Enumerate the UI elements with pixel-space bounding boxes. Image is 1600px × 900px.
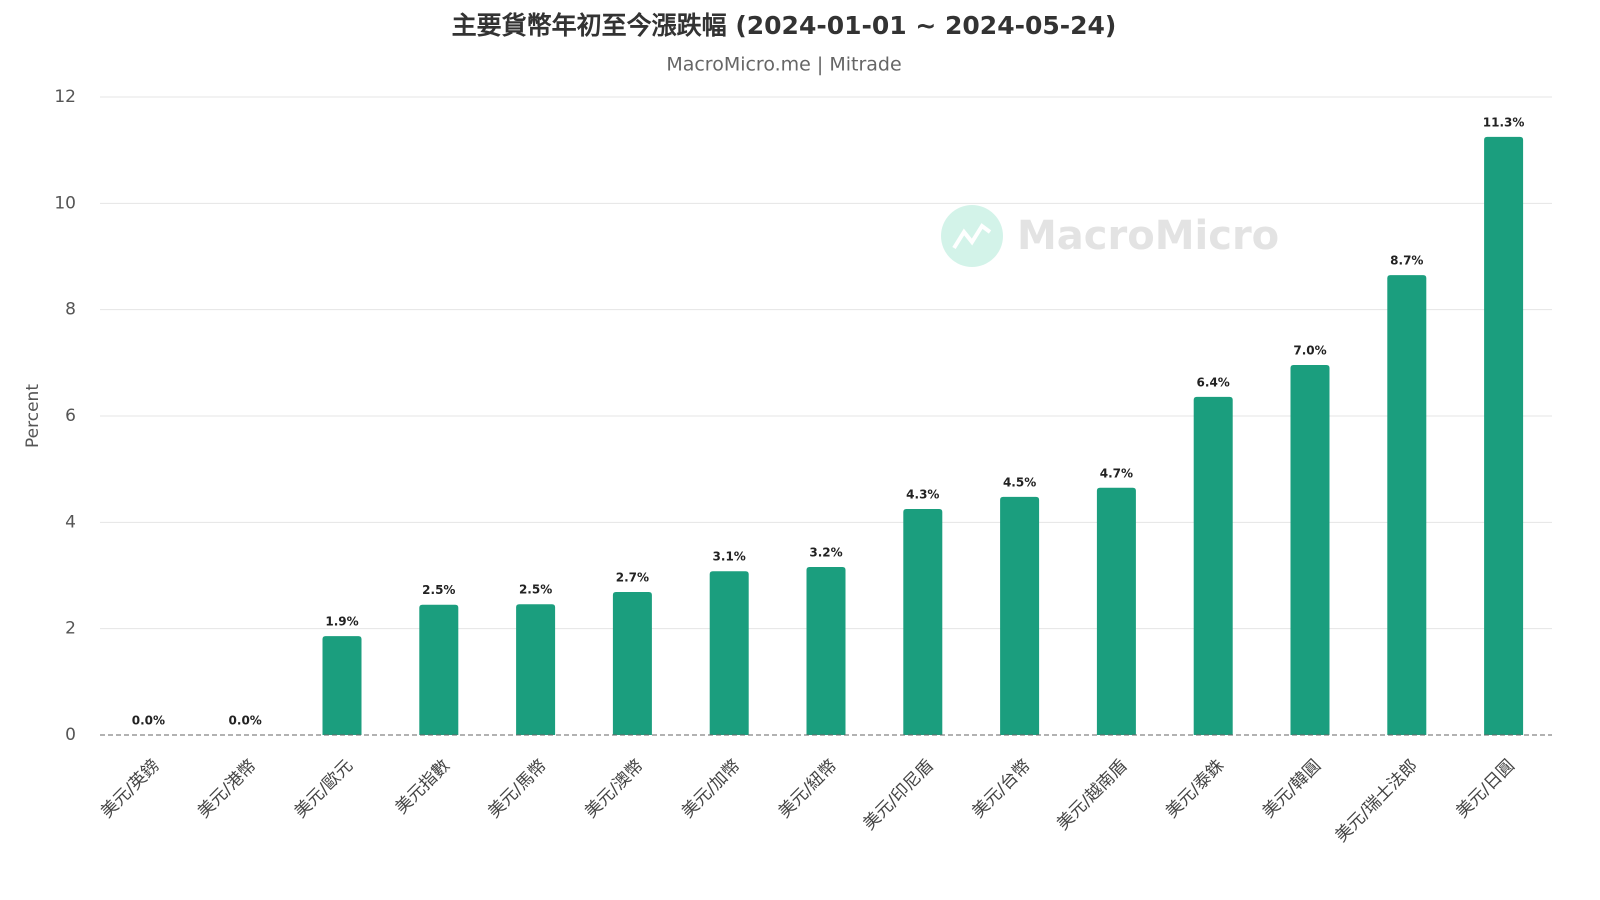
bar bbox=[1193, 396, 1233, 735]
y-tick-label: 8 bbox=[65, 300, 76, 320]
y-tick-label: 12 bbox=[54, 87, 76, 107]
y-tick-label: 2 bbox=[65, 619, 76, 639]
value-label: 4.3% bbox=[906, 488, 939, 502]
value-label: 7.0% bbox=[1293, 343, 1326, 357]
x-tick-label: 美元/日圓 bbox=[1452, 756, 1518, 822]
x-tick-label: 美元/歐元 bbox=[291, 756, 357, 822]
x-tick-label: 美元指數 bbox=[392, 756, 454, 818]
value-label: 8.7% bbox=[1390, 254, 1423, 268]
x-tick-label: 美元/英鎊 bbox=[97, 756, 163, 822]
watermark-icon bbox=[952, 223, 992, 250]
value-label: 4.5% bbox=[1003, 475, 1036, 489]
y-tick-label: 4 bbox=[65, 512, 76, 532]
value-label: 6.4% bbox=[1197, 375, 1230, 389]
value-label: 3.1% bbox=[713, 550, 746, 564]
x-tick-label: 美元/加幣 bbox=[678, 756, 744, 822]
bar bbox=[322, 636, 362, 735]
y-axis-label: Percent bbox=[23, 384, 43, 448]
x-tick-label: 美元/韓圓 bbox=[1259, 756, 1325, 822]
bar bbox=[903, 509, 943, 735]
x-tick-label: 美元/馬幣 bbox=[484, 756, 550, 822]
bar bbox=[1290, 364, 1330, 735]
x-tick-label: 美元/澳幣 bbox=[581, 756, 647, 822]
x-tick-label: 美元/台幣 bbox=[968, 756, 1034, 822]
y-tick-label: 6 bbox=[65, 406, 76, 426]
x-tick-label: 美元/瑞士法郎 bbox=[1332, 756, 1422, 846]
watermark-logo bbox=[941, 205, 1003, 267]
x-tick-label: 美元/港幣 bbox=[194, 756, 260, 822]
value-label: 2.5% bbox=[422, 583, 455, 597]
bar bbox=[1484, 136, 1524, 735]
watermark: MacroMicro bbox=[1017, 213, 1279, 259]
bar bbox=[516, 604, 556, 735]
x-tick-label: 美元/紐幣 bbox=[775, 756, 841, 822]
bar bbox=[1096, 487, 1136, 735]
value-label: 2.5% bbox=[519, 583, 552, 597]
y-tick-label: 10 bbox=[54, 193, 76, 213]
y-tick-label: 0 bbox=[65, 725, 76, 745]
chart-subtitle: MacroMicro.me | Mitrade bbox=[666, 54, 901, 76]
bar bbox=[709, 571, 749, 735]
value-label: 0.0% bbox=[229, 714, 262, 728]
value-label: 3.2% bbox=[809, 545, 842, 559]
chart-title: 主要貨幣年初至今漲跌幅 (2024-01-01 ~ 2024-05-24) bbox=[452, 11, 1117, 40]
bar bbox=[806, 566, 846, 735]
value-label: 1.9% bbox=[325, 615, 358, 629]
x-tick-label: 美元/越南盾 bbox=[1053, 756, 1131, 834]
value-label: 4.7% bbox=[1100, 466, 1133, 480]
bar bbox=[419, 604, 459, 735]
bar bbox=[612, 591, 652, 735]
value-label: 2.7% bbox=[616, 570, 649, 584]
x-tick-label: 美元/印尼盾 bbox=[860, 756, 938, 834]
x-tick-label: 美元/泰銖 bbox=[1162, 756, 1228, 822]
value-label: 0.0% bbox=[132, 714, 165, 728]
bar bbox=[1387, 275, 1427, 735]
bar bbox=[1000, 496, 1040, 735]
value-label: 11.3% bbox=[1483, 115, 1525, 129]
